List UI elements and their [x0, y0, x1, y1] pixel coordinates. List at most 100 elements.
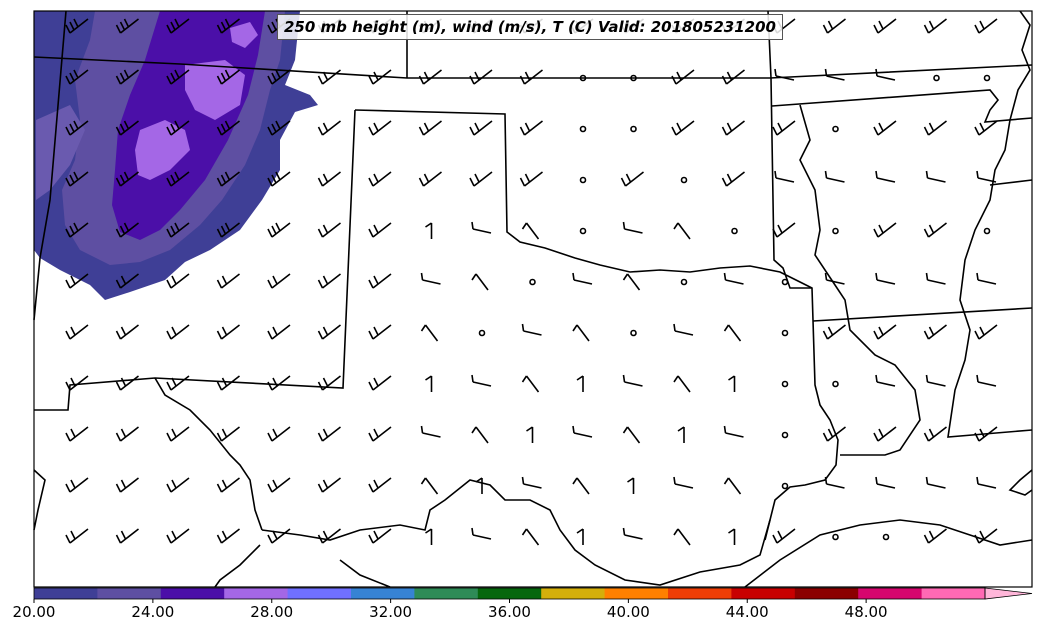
calm-wind-circle: [882, 533, 890, 541]
calm-wind-circle: [630, 125, 637, 133]
wind-barb: [166, 375, 190, 391]
wind-barb: [216, 426, 240, 442]
wind-barb: [65, 528, 89, 544]
wind-barb: [579, 125, 587, 133]
barb-staff: [673, 476, 694, 489]
barb-staff: [267, 273, 291, 289]
wind-barb: [216, 171, 240, 187]
barb-staff: [923, 120, 947, 136]
wind-barb: [923, 324, 947, 340]
border-line: [771, 89, 1033, 123]
barb-staff: [622, 221, 643, 234]
calm-wind-circle: [832, 125, 839, 133]
barb-staff: [721, 120, 745, 136]
barb-staff: [622, 374, 643, 387]
barb-staff: [774, 170, 795, 183]
barb-staff: [267, 324, 291, 340]
barb-staff: [216, 528, 240, 544]
barb-staff: [627, 477, 635, 494]
wind-barb: [166, 18, 190, 34]
wind-barb: [471, 273, 489, 291]
barb-staff: [166, 324, 190, 340]
colorbar-segment: [794, 588, 859, 599]
temperature-shading: [34, 11, 318, 300]
wind-barb: [418, 120, 442, 136]
barb-staff: [368, 375, 392, 391]
wind-barb: [873, 426, 897, 442]
wind-barb: [832, 533, 839, 541]
barb-staff: [572, 272, 593, 285]
barb-staff: [925, 374, 946, 387]
barb-staff: [65, 375, 89, 391]
colorbar-segment: [97, 588, 162, 599]
barb-staff: [471, 221, 492, 234]
colorbar-tick-label: 20.00: [12, 603, 56, 621]
barb-staff: [519, 171, 543, 187]
colorbar-tick-label: 48.00: [844, 603, 888, 621]
wind-barb: [216, 528, 240, 544]
wind-barb: [521, 222, 540, 240]
barb-staff: [317, 273, 341, 289]
wind-barb: [728, 375, 736, 392]
barb-staff: [824, 68, 845, 81]
barb-staff: [875, 68, 896, 81]
colorbar-segment: [668, 588, 732, 599]
wind-barb: [166, 222, 190, 238]
barb-staff: [115, 375, 139, 391]
barb-staff: [723, 272, 744, 285]
wind-barb: [974, 426, 998, 442]
barb-staff: [65, 120, 89, 136]
barb-staff: [420, 324, 439, 342]
wind-barb: [521, 323, 542, 336]
wind-barb: [923, 426, 947, 442]
wind-barb: [418, 171, 442, 187]
wind-barb: [620, 171, 644, 187]
wind-barb: [673, 528, 691, 546]
wind-barb: [723, 477, 742, 495]
wind-barb: [923, 222, 947, 238]
wind-barb: [774, 170, 795, 183]
wind-barb: [216, 477, 240, 493]
colorbar-segment: [541, 588, 606, 599]
wind-barb: [420, 477, 439, 495]
wind-barb: [622, 273, 641, 291]
barb-staff: [576, 375, 584, 392]
calm-wind-circle: [630, 329, 637, 337]
wind-barb: [216, 18, 240, 34]
barb-staff: [267, 426, 291, 442]
wind-barb: [824, 272, 845, 285]
wind-barb: [832, 380, 839, 388]
wind-barb: [317, 222, 341, 238]
wind-barb: [824, 68, 845, 81]
barb-staff: [822, 324, 846, 340]
wind-barb: [317, 324, 341, 340]
calm-wind-circle: [680, 176, 688, 184]
wind-barb: [822, 324, 846, 340]
map-panel: [33, 10, 1033, 588]
wind-barb: [368, 273, 392, 289]
barb-staff: [923, 324, 947, 340]
barb-staff: [115, 528, 139, 544]
barb-staff: [875, 272, 896, 285]
barb-staff: [471, 426, 489, 444]
wind-barb: [622, 221, 643, 234]
barb-staff: [115, 426, 139, 442]
colorbar-segment: [604, 588, 669, 599]
barb-staff: [923, 528, 947, 544]
wind-barb: [824, 170, 845, 183]
barb-staff: [317, 324, 341, 340]
calm-wind-circle: [630, 74, 637, 82]
barb-staff: [115, 69, 139, 85]
colorbar-tick-label: 44.00: [725, 603, 769, 621]
barb-staff: [317, 222, 341, 238]
border-line: [947, 10, 1033, 438]
barb-staff: [65, 273, 89, 289]
barb-staff: [115, 273, 139, 289]
barb-staff: [368, 477, 392, 493]
colorbar-segment: [34, 588, 98, 599]
wind-barb: [425, 528, 433, 545]
wind-barb: [115, 222, 139, 238]
barb-staff: [216, 120, 240, 136]
barb-staff: [368, 120, 392, 136]
wind-barb: [983, 74, 991, 82]
